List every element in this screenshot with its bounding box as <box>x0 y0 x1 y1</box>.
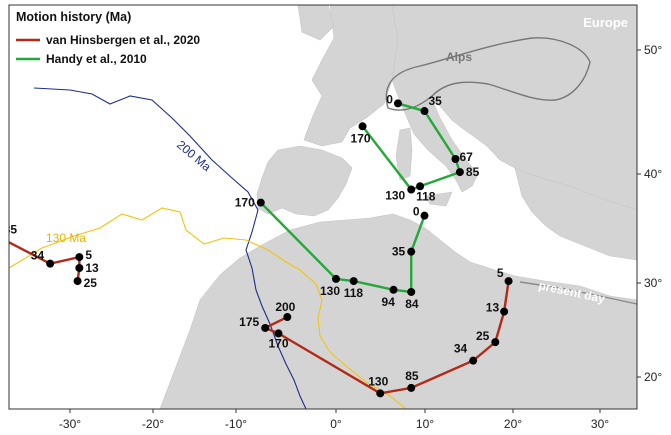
sardinia-corsica <box>395 127 413 181</box>
track-point <box>274 329 283 338</box>
y-tick-label: 50° <box>644 43 662 57</box>
track-age-label: 85 <box>405 369 419 383</box>
y-tick-label: 40° <box>644 167 662 181</box>
x-tick-label: 20° <box>504 417 522 431</box>
track-age-label: 13 <box>486 301 500 315</box>
isochron-200-ma <box>33 87 307 409</box>
track-age-label: 175 <box>239 315 259 329</box>
track-age-label: 13 <box>85 261 99 275</box>
track-point <box>500 307 509 316</box>
track-age-label: 0 <box>413 205 420 219</box>
legend-title: Motion history (Ma) <box>16 10 131 24</box>
track-age-label: 25 <box>84 276 98 290</box>
track-point <box>469 356 478 365</box>
track-point <box>256 198 265 207</box>
track-age-label: 34 <box>31 249 45 263</box>
track-age-label: 84 <box>405 297 419 311</box>
track-age-label: 85 <box>466 165 480 179</box>
track-point <box>451 155 460 163</box>
motion-tracks: 2513534851301411501551701751952005132534… <box>0 92 513 398</box>
track-age-label: 130 <box>320 284 340 298</box>
track-age-label: 94 <box>382 295 396 309</box>
isochron-130-ma <box>9 207 407 409</box>
track-point <box>407 287 416 296</box>
track-age-label: 35 <box>429 94 443 108</box>
legend: Motion history (Ma) van Hinsbergen et al… <box>16 10 200 66</box>
x-tick-label: 30° <box>591 417 609 431</box>
track-point <box>261 323 270 332</box>
track-age-label: 34 <box>454 342 468 356</box>
track-age-label: 0 <box>386 92 393 106</box>
alps-outline <box>385 37 591 111</box>
iberia-landmass <box>256 145 353 217</box>
x-axis: -30° -20° -10° 0° 10° 20° 30° <box>59 409 609 431</box>
track-age-label: 85 <box>4 222 18 236</box>
track-point <box>283 313 292 322</box>
x-tick-label: -10° <box>225 417 247 431</box>
track-age-label: 118 <box>344 286 364 300</box>
track-age-label: 170 <box>268 336 288 350</box>
greece-turkey <box>514 167 637 261</box>
track-point <box>75 264 84 272</box>
track-point <box>349 277 358 286</box>
track-point <box>46 259 55 268</box>
isochron-130-label: 130 Ma <box>46 231 86 245</box>
track-age-label: 5 <box>85 248 92 262</box>
africa-landmass <box>9 213 637 409</box>
track-point <box>416 182 425 191</box>
y-axis: 50° 40° 30° 20° <box>637 43 662 384</box>
track-point <box>332 274 340 283</box>
track-point <box>376 389 385 398</box>
track-age-label: 67 <box>459 150 473 164</box>
track-point <box>455 168 464 177</box>
track-age-label: 200 <box>275 300 295 314</box>
track-age-label: 5 <box>497 266 504 280</box>
british-isles <box>297 5 335 41</box>
track-age-label: 170 <box>235 196 255 210</box>
track-age-label: 130 <box>0 201 10 215</box>
y-tick-label: 20° <box>644 370 662 384</box>
track-point <box>393 99 402 108</box>
track-point <box>389 285 398 294</box>
legend-entry-van-hinsbergen: van Hinsbergen et al., 2020 <box>46 33 200 47</box>
track-point <box>420 211 429 220</box>
x-tick-label: 0° <box>330 417 342 431</box>
track-age-label: 170 <box>351 131 371 145</box>
track-point <box>420 107 429 116</box>
track-point <box>491 338 500 347</box>
track-age-label: 130 <box>368 374 388 388</box>
track-point <box>407 185 416 194</box>
track-age-label: 25 <box>476 329 490 343</box>
europe-label: Europe <box>583 15 628 30</box>
x-tick-label: -30° <box>59 417 81 431</box>
track-age-label: 130 <box>385 189 405 203</box>
present-day-margin <box>519 281 637 305</box>
x-tick-label: 10° <box>416 417 434 431</box>
track-age-label: 35 <box>392 245 406 259</box>
track-point <box>358 122 367 131</box>
track-point <box>73 277 82 286</box>
sicily <box>425 191 453 207</box>
track-point <box>407 383 416 392</box>
y-tick-label: 30° <box>644 276 662 290</box>
alps-label: Alps <box>446 50 472 64</box>
x-tick-label: -20° <box>142 417 164 431</box>
track-age-label: 118 <box>416 189 436 203</box>
legend-entry-handy: Handy et al., 2010 <box>46 52 147 66</box>
track-point <box>407 247 416 256</box>
track-point <box>75 253 84 262</box>
track-point <box>0 233 4 241</box>
track-point <box>504 277 513 286</box>
map-frame <box>8 4 638 410</box>
